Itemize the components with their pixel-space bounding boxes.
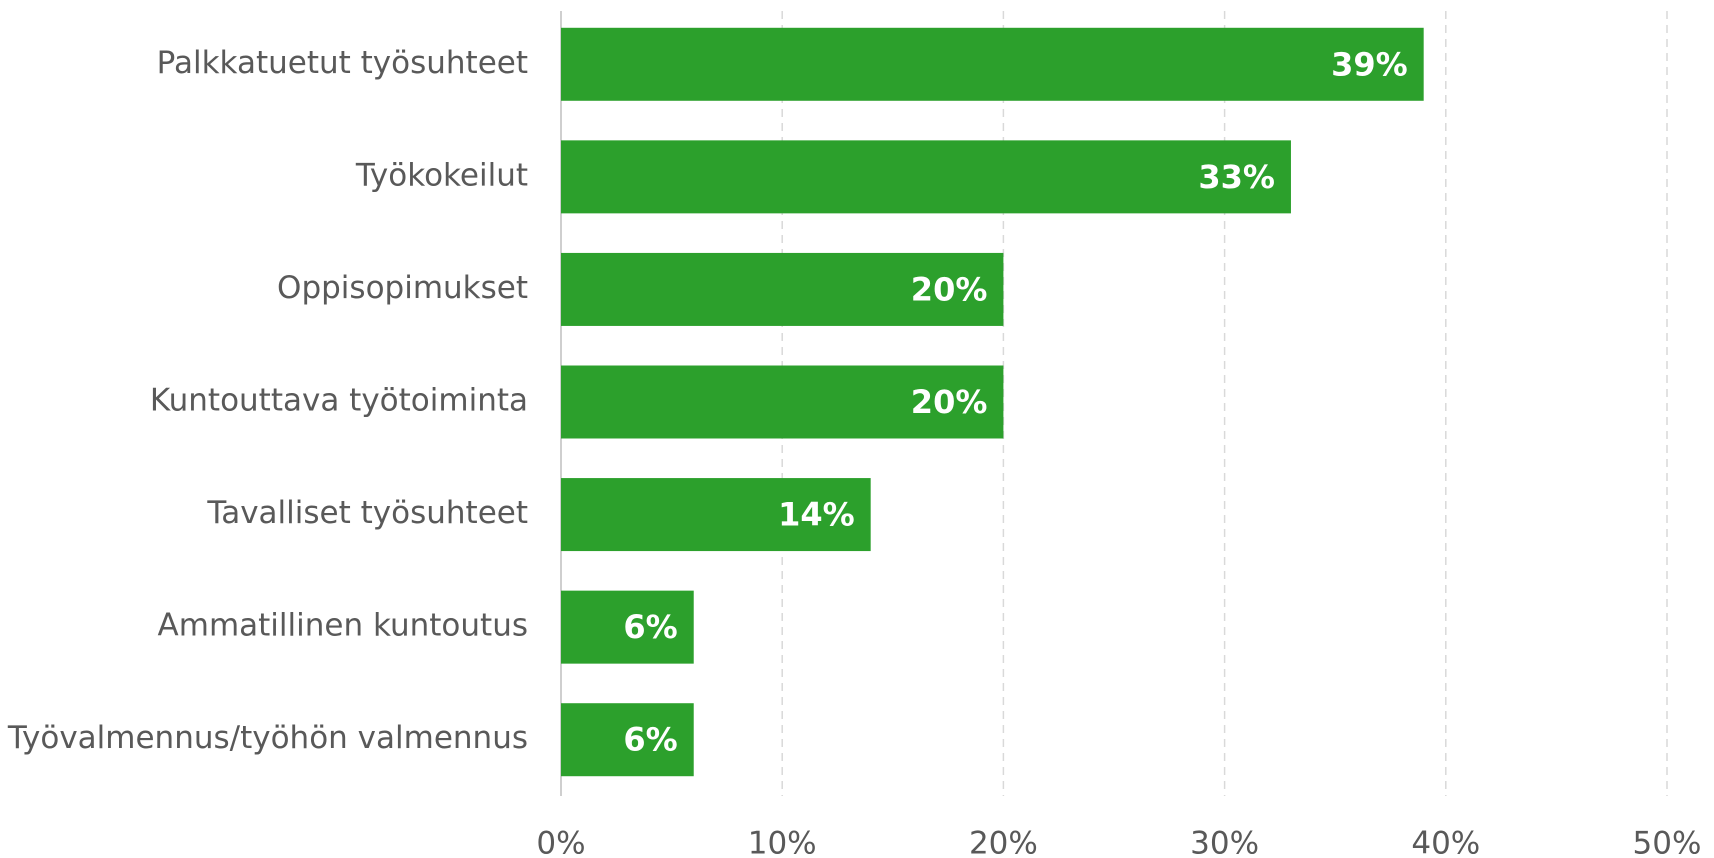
bar xyxy=(561,140,1291,214)
bar xyxy=(561,703,694,777)
bar xyxy=(561,27,1424,101)
category-label: Palkkatuetut työsuhteet xyxy=(157,45,528,81)
value-label: 33% xyxy=(1198,158,1275,196)
value-label: 14% xyxy=(778,496,855,534)
x-tick-label: 50% xyxy=(1633,826,1702,858)
x-tick-label: 40% xyxy=(1411,826,1480,858)
value-label: 6% xyxy=(623,608,677,646)
x-tick-label: 30% xyxy=(1190,826,1259,858)
x-tick-label: 0% xyxy=(536,826,585,858)
bar xyxy=(561,252,1004,326)
category-label: Työkokeilut xyxy=(355,157,528,193)
value-label: 20% xyxy=(911,270,988,308)
category-label: Työvalmennus/työhön valmennus xyxy=(7,720,528,756)
value-label: 6% xyxy=(623,721,677,759)
category-label: Ammatillinen kuntoutus xyxy=(158,608,528,644)
x-tick-label: 10% xyxy=(748,826,817,858)
value-label: 20% xyxy=(911,383,988,421)
category-label: Oppisopimukset xyxy=(277,270,528,306)
category-label: Kuntouttava työtoiminta xyxy=(150,383,528,419)
bar xyxy=(561,365,1004,439)
x-tick-label: 20% xyxy=(969,826,1038,858)
bar xyxy=(561,478,871,552)
value-label: 39% xyxy=(1331,45,1408,83)
bar xyxy=(561,590,694,664)
category-label: Tavalliset työsuhteet xyxy=(206,495,528,531)
